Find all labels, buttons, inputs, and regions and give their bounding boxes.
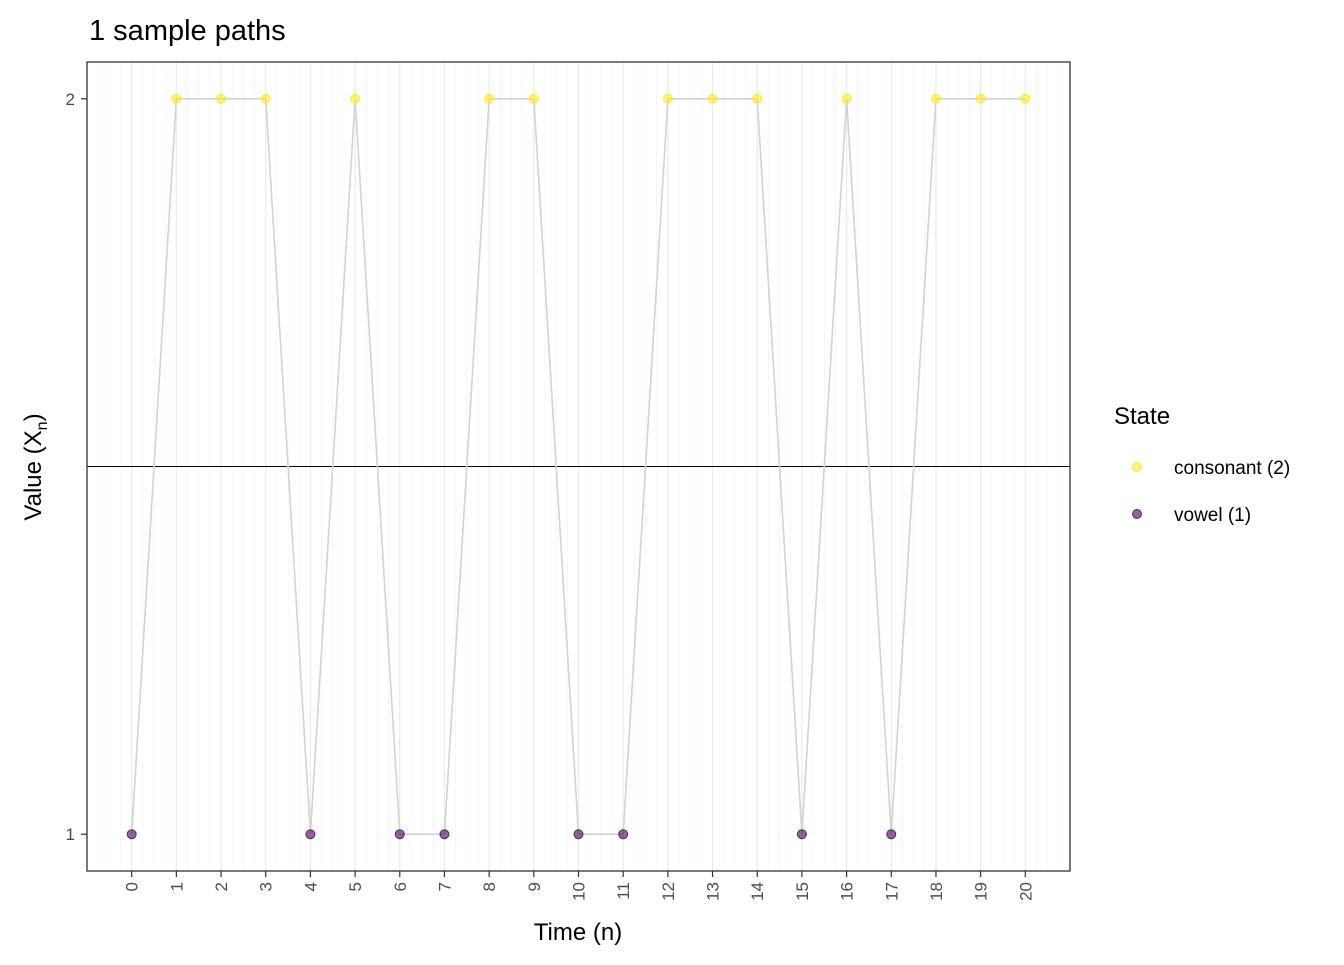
x-tick-label: 20	[1016, 882, 1035, 901]
path-segment	[801, 98, 848, 835]
data-point	[930, 93, 941, 104]
x-tick-label: 13	[704, 882, 723, 901]
data-point	[171, 93, 182, 104]
legend-label: vowel (1)	[1174, 505, 1251, 526]
y-axis-title-close: )	[20, 413, 47, 421]
x-tick-label: 3	[257, 882, 276, 891]
x-tick-label: 5	[346, 882, 365, 891]
data-point	[573, 829, 584, 840]
data-point	[528, 93, 539, 104]
data-point	[752, 93, 763, 104]
y-axis: 12	[66, 90, 87, 844]
x-tick-label: 0	[123, 882, 142, 891]
y-axis-title: Value (Xn)	[20, 413, 51, 520]
data-point	[707, 93, 718, 104]
x-tick-label: 7	[435, 882, 454, 891]
path-segment	[533, 98, 580, 835]
x-tick-label: 19	[972, 882, 991, 901]
x-tick-label: 12	[659, 882, 678, 901]
x-tick-label: 16	[838, 882, 857, 901]
x-tick-label: 9	[525, 882, 544, 891]
path-segment	[354, 98, 401, 835]
path-segment	[622, 98, 669, 835]
data-point	[484, 93, 495, 104]
x-tick-label: 14	[748, 882, 767, 901]
legend-title: State	[1114, 403, 1170, 430]
data-point	[439, 829, 450, 840]
sample-path-layer	[130, 97, 1026, 836]
data-point	[662, 93, 673, 104]
data-points-layer	[126, 93, 1031, 840]
legend-key	[1132, 462, 1142, 472]
y-tick-label: 2	[66, 90, 75, 109]
x-tick-label: 2	[212, 882, 231, 891]
data-point	[126, 829, 137, 840]
data-point	[1020, 93, 1031, 104]
path-segment	[309, 98, 356, 835]
x-tick-label: 1	[167, 882, 186, 891]
x-axis-title: Time (n)	[534, 919, 622, 946]
path-segment	[890, 98, 937, 835]
path-segment	[264, 98, 312, 835]
data-point	[886, 829, 897, 840]
data-point	[796, 829, 807, 840]
legend-label: consonant (2)	[1174, 458, 1290, 479]
y-axis-title-main: Value (X	[20, 430, 47, 520]
path-segment	[845, 98, 893, 835]
path-segment	[443, 98, 490, 835]
data-point	[350, 93, 361, 104]
path-segment	[756, 98, 803, 835]
chart-title: 1 sample paths	[89, 15, 286, 47]
legend: State consonant (2) vowel (1)	[1114, 403, 1290, 526]
x-tick-label: 15	[793, 882, 812, 901]
data-point	[394, 829, 405, 840]
path-segment	[130, 98, 178, 835]
x-tick-label: 8	[480, 882, 499, 891]
x-tick-label: 4	[301, 882, 320, 891]
data-point	[216, 93, 227, 104]
x-tick-label: 11	[614, 882, 633, 900]
data-point	[841, 93, 852, 104]
data-point	[305, 829, 316, 840]
x-axis: 0 1 2 3 4 5 6 7 8 9 10 11 12 13 14 15 16 17 18 19 20	[123, 871, 1035, 901]
legend-entries: consonant (2) vowel (1)	[1132, 458, 1290, 526]
y-axis-title-subscript: n	[34, 421, 51, 430]
x-tick-label: 18	[927, 882, 946, 901]
legend-key	[1132, 509, 1142, 519]
x-tick-label: 10	[570, 882, 589, 901]
data-point	[618, 829, 629, 840]
x-tick-label: 6	[391, 882, 410, 891]
y-tick-label: 1	[66, 825, 75, 844]
data-point	[975, 93, 986, 104]
x-tick-label: 17	[882, 882, 901, 901]
data-point	[260, 93, 271, 104]
